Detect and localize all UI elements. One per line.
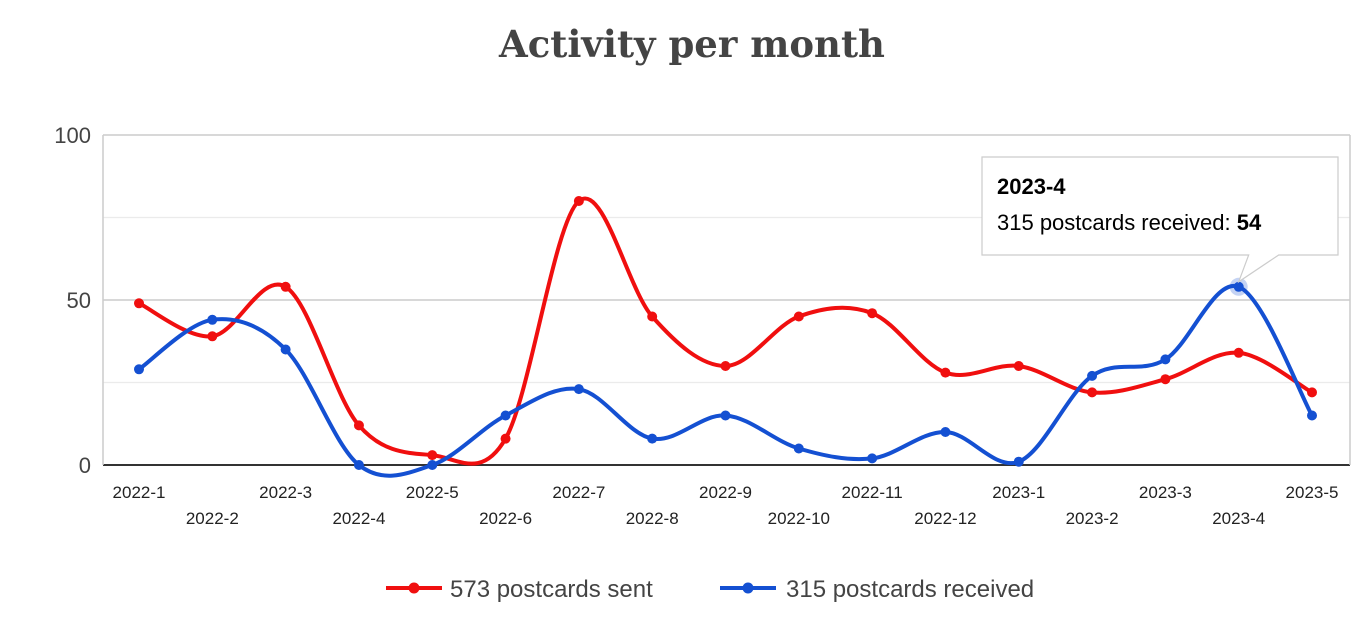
data-point-series-0 xyxy=(134,298,144,309)
data-point-series-0 xyxy=(207,331,218,342)
data-point-series-1 xyxy=(427,460,438,470)
data-point-series-1 xyxy=(134,364,144,375)
x-tick-label: 2022-7 xyxy=(552,483,605,502)
data-point-series-1 xyxy=(940,427,951,437)
data-point-series-1 xyxy=(1160,354,1171,365)
x-tick-label: 2022-10 xyxy=(768,509,830,528)
data-point-series-0 xyxy=(720,361,731,371)
tooltip-box xyxy=(981,156,1339,284)
x-tick-label: 2022-1 xyxy=(113,483,166,502)
data-point-series-0 xyxy=(1233,347,1244,358)
data-point-series-0 xyxy=(573,196,584,206)
data-point-series-0 xyxy=(500,433,511,444)
x-tick-label: 2022-2 xyxy=(186,509,239,528)
legend-marker-received xyxy=(742,582,754,594)
tooltip-title: 2023-4 xyxy=(997,174,1066,199)
data-point-series-0 xyxy=(793,311,804,322)
chart-title: Activity per month xyxy=(499,22,885,66)
y-tick-label: 100 xyxy=(54,123,91,148)
data-point-series-0 xyxy=(1087,387,1098,398)
data-point-series-0 xyxy=(1160,374,1171,385)
data-point-series-1 xyxy=(647,433,658,444)
legend-marker-sent xyxy=(408,582,420,594)
data-point-series-1 xyxy=(720,410,731,421)
x-tick-label: 2023-4 xyxy=(1212,509,1265,528)
tooltip-label: 315 postcards received: xyxy=(997,210,1237,235)
x-tick-label: 2023-1 xyxy=(992,483,1045,502)
x-tick-label: 2022-6 xyxy=(479,509,532,528)
x-tick-label: 2022-3 xyxy=(259,483,312,502)
data-point-series-1 xyxy=(573,384,584,395)
data-point-series-0 xyxy=(1307,387,1317,398)
data-point-series-1 xyxy=(867,453,878,464)
data-point-series-1 xyxy=(353,460,364,470)
data-point-series-0 xyxy=(867,308,878,319)
tooltip-value: 54 xyxy=(1237,210,1262,235)
grid-lines xyxy=(102,134,1351,466)
x-tick-label: 2023-5 xyxy=(1286,483,1339,502)
data-point-series-1 xyxy=(793,443,804,454)
data-point-series-1 xyxy=(1307,410,1317,421)
legend-label-sent: 573 postcards sent xyxy=(450,576,653,603)
data-point-series-0 xyxy=(280,281,291,292)
x-tick-label: 2023-3 xyxy=(1139,483,1192,502)
y-tick-label: 50 xyxy=(67,288,91,313)
x-axis-ticks: 2022-1 2022-2 2022-3 2022-4 2022-5 2022-6 2022… xyxy=(113,483,1339,528)
x-tick-label: 2022-9 xyxy=(699,483,752,502)
data-point-series-0 xyxy=(1013,361,1024,371)
data-point-series-0 xyxy=(353,420,364,431)
data-point-series-1 xyxy=(1013,456,1024,467)
data-point-series-0 xyxy=(427,450,438,461)
data-point-series-1 xyxy=(500,410,511,421)
data-point-series-1 xyxy=(1087,370,1098,381)
legend: 573 postcards sent 315 postcards receive… xyxy=(386,576,1034,603)
series-points xyxy=(134,196,1317,470)
series-line-1 xyxy=(137,283,1314,478)
tooltip: 2023-4 315 postcards received: 54 xyxy=(981,156,1339,284)
x-tick-label: 2022-4 xyxy=(332,509,385,528)
x-tick-label: 2022-5 xyxy=(406,483,459,502)
x-tick-label: 2022-11 xyxy=(842,483,903,502)
data-point-series-1 xyxy=(280,344,291,355)
x-tick-label: 2022-8 xyxy=(626,509,679,528)
legend-label-received: 315 postcards received xyxy=(786,576,1034,603)
data-point-series-0 xyxy=(647,311,658,322)
data-point-series-1 xyxy=(1233,281,1244,292)
y-axis-ticks: 0 50 100 xyxy=(54,123,91,478)
data-point-series-0 xyxy=(940,367,951,378)
tooltip-body: 315 postcards received: 54 xyxy=(997,210,1262,235)
y-tick-label: 0 xyxy=(79,453,91,478)
x-tick-label: 2023-2 xyxy=(1066,509,1119,528)
data-point-series-1 xyxy=(207,314,218,325)
legend-item-received[interactable]: 315 postcards received xyxy=(720,576,1034,603)
x-tick-label: 2022-12 xyxy=(914,509,976,528)
highlight-ring xyxy=(1229,277,1248,296)
legend-item-sent[interactable]: 573 postcards sent xyxy=(386,576,653,603)
